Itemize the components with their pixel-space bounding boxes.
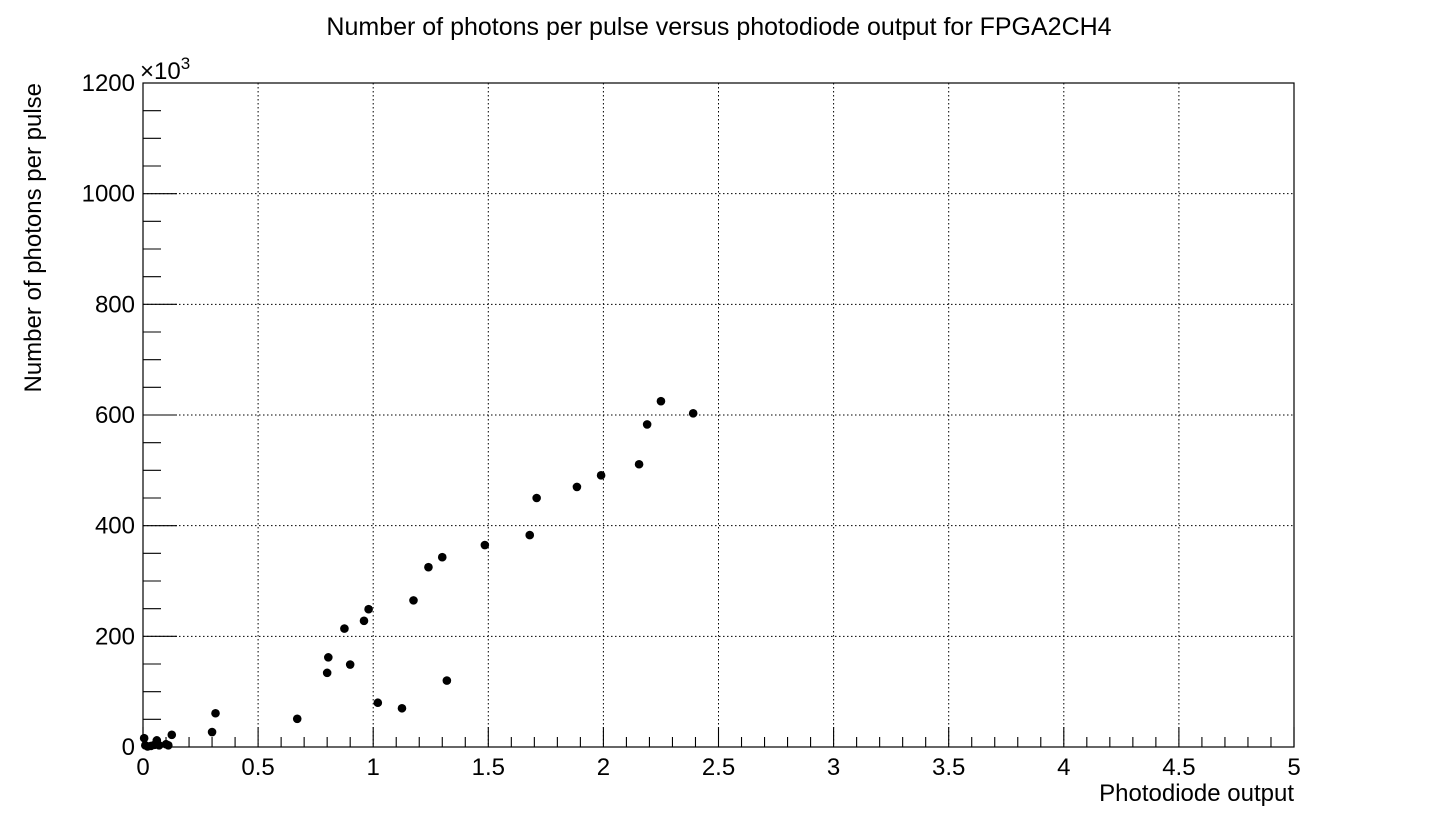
data-point [688,409,698,418]
y-tick-label: 600 [95,402,135,429]
y-tick-labels: 0 200 400 600 800 1000 1200 [82,70,135,761]
data-point [139,733,149,743]
x-tick-label: 4 [1057,754,1070,781]
data-point [207,727,217,737]
data-point [572,482,582,492]
data-point [634,459,644,469]
data-points [139,396,698,751]
y-axis-multiplier-exponent: 3 [181,54,190,73]
grid-lines [143,83,1294,747]
x-tick-label: 1.5 [472,754,505,781]
data-point [525,530,535,540]
data-point [480,540,490,550]
x-axis-label: Photodiode output [1099,780,1294,807]
x-tick-label: 2.5 [702,754,735,781]
data-point [154,741,164,750]
data-point [340,624,349,633]
y-axis-label: Number of photons per pulse [20,83,47,393]
x-tick-label: 0 [136,754,149,781]
data-point [364,604,373,614]
data-point [359,616,369,626]
y-axis-multiplier-base: ×10 [140,58,181,85]
data-point [642,420,652,429]
data-point [532,493,541,503]
data-point [211,708,220,718]
x-tick-label: 2 [597,754,610,781]
x-tick-label: 3 [827,754,840,781]
data-point [164,741,173,750]
x-tick-label: 1 [367,754,380,781]
data-point [424,562,433,572]
chart-title: Number of photons per pulse versus photo… [326,13,1111,41]
data-point [373,698,383,708]
data-point [292,714,302,724]
plot-frame [142,82,1295,748]
data-point [437,552,447,562]
data-point [167,730,177,740]
data-point [322,668,332,678]
data-point [345,660,355,669]
x-tick-labels: 0 0.5 1 1.5 2 2.5 3 3.5 4 4.5 5 [136,754,1300,781]
data-point [442,676,452,685]
x-tick-label: 5 [1287,754,1300,781]
data-point [409,596,418,605]
y-tick-label: 0 [122,734,135,761]
y-tick-label: 1000 [82,181,135,208]
y-tick-label: 200 [95,623,135,650]
data-point [656,396,666,406]
data-point [397,703,407,713]
data-point [596,471,606,480]
y-axis-multiplier: ×103 [140,54,190,85]
y-tick-label: 400 [95,513,135,540]
x-tick-label: 0.5 [241,754,274,781]
x-tick-label: 3.5 [932,754,965,781]
x-tick-label: 4.5 [1162,754,1195,781]
axis-ticks [142,82,1295,748]
data-point [324,653,333,662]
y-tick-label: 1200 [82,70,135,97]
y-tick-label: 800 [95,291,135,318]
